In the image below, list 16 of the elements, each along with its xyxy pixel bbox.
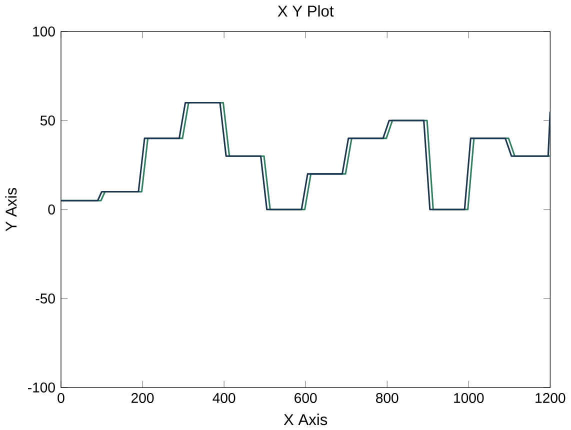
y-tick-label: 100: [33, 26, 55, 36]
y-tick-label: -100: [28, 382, 55, 392]
y-tick-label: 50: [40, 115, 55, 126]
x-tick-label: 400: [212, 392, 236, 403]
y-tick-label: -50: [36, 293, 55, 304]
x-axis-title: X Axis: [284, 414, 328, 425]
x-tick-label: 0: [58, 392, 64, 403]
x-tick-label: 600: [294, 392, 317, 403]
y-axis-title: Y Axis: [5, 188, 17, 232]
line-series: [60, 102, 550, 210]
y-tick-label: 0: [48, 204, 55, 214]
x-tick-label: 200: [132, 392, 154, 403]
x-tick-label: 1000: [454, 392, 484, 403]
x-tick-label: 800: [376, 392, 398, 403]
chart-title: X Y Plot: [278, 5, 334, 16]
x-tick-label: 1200: [536, 392, 566, 403]
